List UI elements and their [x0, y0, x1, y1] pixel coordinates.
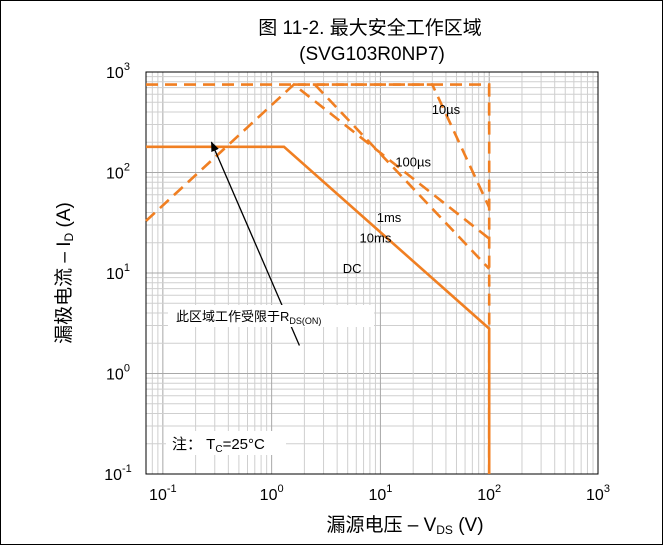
grid — [146, 72, 598, 474]
y-axis-label-main: 漏极电流 – I — [53, 241, 75, 343]
y-tick-base: 10 — [106, 166, 124, 183]
y-tick-exp: 2 — [124, 162, 130, 174]
y-tick-exp: 0 — [124, 363, 130, 375]
x-tick-label: 100 — [260, 483, 284, 504]
series-label: 100µs — [395, 154, 431, 169]
x-axis-label-main: 漏源电压 – V — [326, 514, 436, 536]
y-tick-label: 10-1 — [104, 463, 132, 484]
y-tick-base: 10 — [106, 266, 124, 283]
x-tick-base: 10 — [368, 487, 386, 504]
chart-subtitle: (SVG103R0NP7) — [299, 44, 445, 65]
tc-note-bg — [166, 431, 286, 455]
x-tick-exp: 3 — [604, 483, 610, 495]
plot-frame — [145, 71, 599, 475]
tc-note-sub: C — [215, 444, 222, 455]
x-axis-label-sub: DS — [436, 523, 453, 537]
chart-title: 图 11-2. 最大安全工作区域 — [258, 17, 481, 39]
x-axis-label: 漏源电压 – VDS (V) — [326, 514, 483, 537]
x-tick-exp: 1 — [386, 483, 392, 495]
x-tick-exp: -1 — [167, 483, 177, 495]
x-axis-label-unit: (V) — [453, 515, 484, 536]
series-line-100s — [293, 83, 491, 208]
y-axis-label-sub: D — [62, 232, 76, 241]
rdson-label-sub: DS(ON) — [289, 316, 321, 326]
series-label: 1ms — [377, 210, 402, 225]
series-labels: 10µs 100µs 1ms 10ms DC — [343, 102, 461, 276]
y-axis-label: 漏极电流 – ID (A) — [53, 202, 76, 344]
y-tick-base: 10 — [106, 65, 124, 82]
x-tick-base: 10 — [260, 487, 278, 504]
series-label: 10µs — [432, 102, 461, 117]
tc-note: 注： TC=25°C — [166, 431, 286, 455]
x-tick-labels: 10-1 100 101 102 103 — [149, 483, 610, 504]
x-tick-base: 10 — [586, 487, 604, 504]
rdson-label: 此区域工作受限于RDS(ON) — [176, 309, 321, 326]
rdson-label-bg — [168, 305, 374, 327]
tc-note-tail: =25°C — [223, 436, 265, 453]
y-tick-label: 103 — [106, 61, 130, 82]
rdson-label-main: 此区域工作受限于R — [176, 309, 289, 324]
y-tick-label: 102 — [106, 162, 130, 183]
x-tick-label: 10-1 — [149, 483, 177, 504]
x-tick-label: 103 — [586, 483, 610, 504]
y-tick-base: 10 — [106, 367, 124, 384]
series-group — [145, 82, 491, 474]
y-tick-base: 10 — [104, 467, 122, 484]
x-tick-exp: 0 — [277, 483, 283, 495]
x-tick-label: 102 — [477, 483, 501, 504]
series-label: DC — [343, 261, 362, 276]
rdson-annotation: 此区域工作受限于RDS(ON) — [168, 141, 374, 346]
y-tick-exp: -1 — [122, 463, 132, 475]
y-tick-label: 100 — [106, 363, 130, 384]
y-tick-label: 101 — [106, 262, 130, 283]
x-tick-base: 10 — [477, 487, 495, 504]
x-tick-exp: 2 — [495, 483, 501, 495]
series-line-10ms — [313, 83, 491, 270]
y-tick-exp: 1 — [124, 262, 130, 274]
tc-note-text: 注： TC=25°C — [172, 436, 265, 455]
x-tick-label: 101 — [368, 483, 392, 504]
y-axis-label-unit: (A) — [54, 202, 75, 233]
series-line-1ms — [145, 82, 491, 240]
x-tick-base: 10 — [149, 487, 167, 504]
series-label: 10ms — [360, 231, 392, 246]
tc-note-main: 注： T — [172, 436, 215, 453]
y-tick-exp: 3 — [124, 61, 130, 73]
